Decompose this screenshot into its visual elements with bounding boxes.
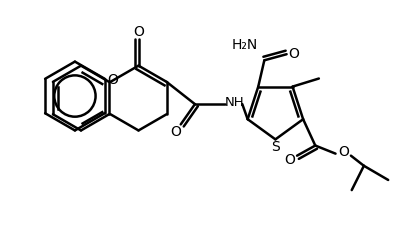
Text: O: O bbox=[171, 125, 181, 139]
Text: O: O bbox=[288, 47, 299, 61]
Text: O: O bbox=[284, 153, 295, 167]
Text: H₂N: H₂N bbox=[232, 38, 258, 52]
Text: O: O bbox=[338, 145, 349, 159]
Text: S: S bbox=[271, 140, 280, 154]
Text: O: O bbox=[133, 25, 144, 39]
Text: NH: NH bbox=[224, 96, 244, 109]
Text: O: O bbox=[107, 73, 118, 87]
